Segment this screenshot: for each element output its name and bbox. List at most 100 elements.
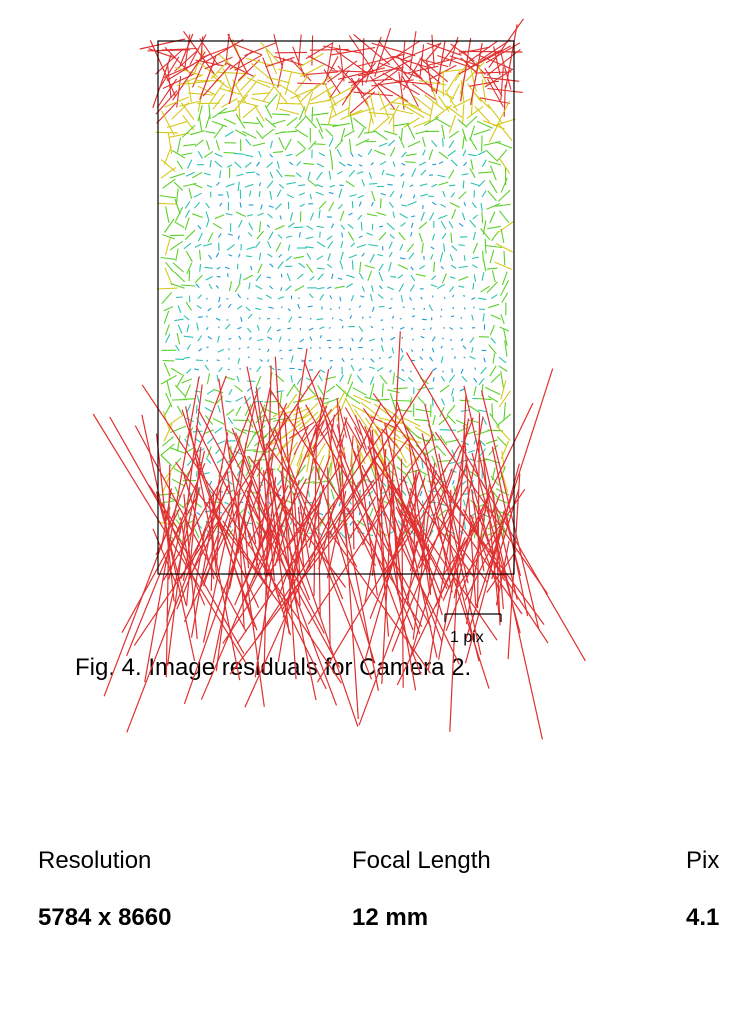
- residual-vector: [431, 275, 437, 281]
- residual-vector: [332, 122, 350, 128]
- residual-vector: [222, 68, 234, 95]
- residual-vector: [309, 193, 313, 200]
- residual-vector: [255, 414, 265, 424]
- residual-vector: [486, 267, 498, 270]
- residual-vector: [399, 194, 403, 199]
- residual-vector: [498, 356, 507, 364]
- residual-vector: [284, 138, 292, 151]
- residual-vector: [461, 375, 468, 383]
- residual-vector: [159, 194, 176, 199]
- residual-vector: [347, 163, 352, 167]
- residual-vector: [247, 485, 283, 547]
- residual-vector: [399, 317, 402, 320]
- residual-vector: [487, 395, 499, 403]
- residual-vector: [225, 323, 231, 330]
- residual-vector: [439, 434, 448, 446]
- residual-vector: [295, 128, 308, 138]
- residual-vector: [420, 193, 429, 197]
- residual-vector: [216, 275, 221, 278]
- residual-vector: [359, 261, 362, 273]
- residual-vector: [280, 422, 303, 439]
- residual-vector: [238, 273, 242, 284]
- residual-vector: [495, 203, 511, 207]
- residual-vector: [440, 376, 446, 382]
- residual-vector: [467, 449, 476, 454]
- residual-vector: [196, 322, 199, 331]
- residual-vector: [251, 92, 271, 96]
- residual-vector: [195, 59, 225, 67]
- residual-vector: [336, 171, 343, 175]
- residual-vector: [420, 211, 425, 222]
- residual-vector: [338, 161, 346, 167]
- residual-vector: [250, 265, 253, 271]
- residual-vector: [440, 220, 447, 230]
- residual-vector: [389, 107, 414, 115]
- residual-vector: [369, 294, 373, 302]
- residual-vector: [293, 384, 304, 398]
- residual-vector: [170, 282, 185, 289]
- residual-vector: [378, 40, 410, 80]
- residual-vector: [351, 200, 354, 209]
- residual-vector: [434, 431, 549, 595]
- residual-vector: [471, 489, 485, 572]
- residual-vector: [346, 274, 355, 279]
- residual-vector: [260, 42, 281, 64]
- residual-vector: [483, 76, 520, 82]
- residual-vector: [472, 282, 475, 290]
- residual-vector: [207, 232, 214, 242]
- residual-vector: [213, 124, 225, 139]
- residual-vector: [261, 417, 277, 423]
- residual-vector: [176, 485, 229, 610]
- residual-vector: [459, 388, 465, 392]
- residual-vector: [217, 405, 221, 413]
- residual-vector: [256, 116, 264, 128]
- residual-vector: [183, 335, 194, 338]
- residual-vector: [351, 337, 354, 342]
- residual-vector: [338, 501, 342, 507]
- residual-vector: [370, 201, 374, 207]
- residual-vector: [344, 421, 357, 460]
- residual-vector: [269, 263, 274, 268]
- residual-vector: [474, 106, 491, 123]
- residual-vector: [411, 168, 417, 177]
- residual-vector: [335, 383, 349, 397]
- residual-vector: [248, 222, 254, 231]
- residual-vector: [303, 162, 314, 165]
- residual-vector: [197, 294, 203, 300]
- residual-vector: [386, 468, 397, 477]
- residual-vector: [377, 253, 384, 257]
- residual-vector: [431, 455, 438, 468]
- residual-vector: [225, 400, 232, 403]
- residual-vector: [458, 222, 464, 227]
- residual-vector: [244, 42, 277, 57]
- residual-vector: [171, 102, 190, 120]
- residual-vector: [316, 171, 323, 181]
- residual-vector: [269, 285, 274, 290]
- residual-vector: [448, 140, 455, 149]
- residual-vector: [258, 221, 262, 232]
- residual-vector: [196, 512, 201, 516]
- residual-vector: [173, 181, 183, 191]
- residual-vector: [240, 81, 257, 102]
- residual-vector: [188, 187, 193, 199]
- residual-vector: [421, 136, 426, 148]
- residual-vector: [389, 190, 395, 198]
- residual-vector: [269, 140, 273, 149]
- residual-vector: [141, 384, 342, 684]
- residual-vector: [226, 62, 254, 77]
- residual-vector: [155, 507, 181, 556]
- residual-vector: [421, 433, 480, 662]
- residual-vector: [346, 394, 361, 405]
- residual-vector: [448, 36, 459, 67]
- residual-vector: [464, 463, 520, 664]
- residual-vector: [418, 485, 469, 569]
- residual-vector: [176, 509, 181, 521]
- residual-vector: [491, 270, 496, 283]
- residual-vector: [478, 377, 485, 386]
- residual-vector: [238, 100, 241, 121]
- residual-vector: [246, 57, 274, 67]
- residual-vector: [232, 419, 249, 422]
- residual-vector: [336, 397, 359, 720]
- residual-vector: [318, 152, 326, 157]
- residual-vector: [174, 318, 184, 322]
